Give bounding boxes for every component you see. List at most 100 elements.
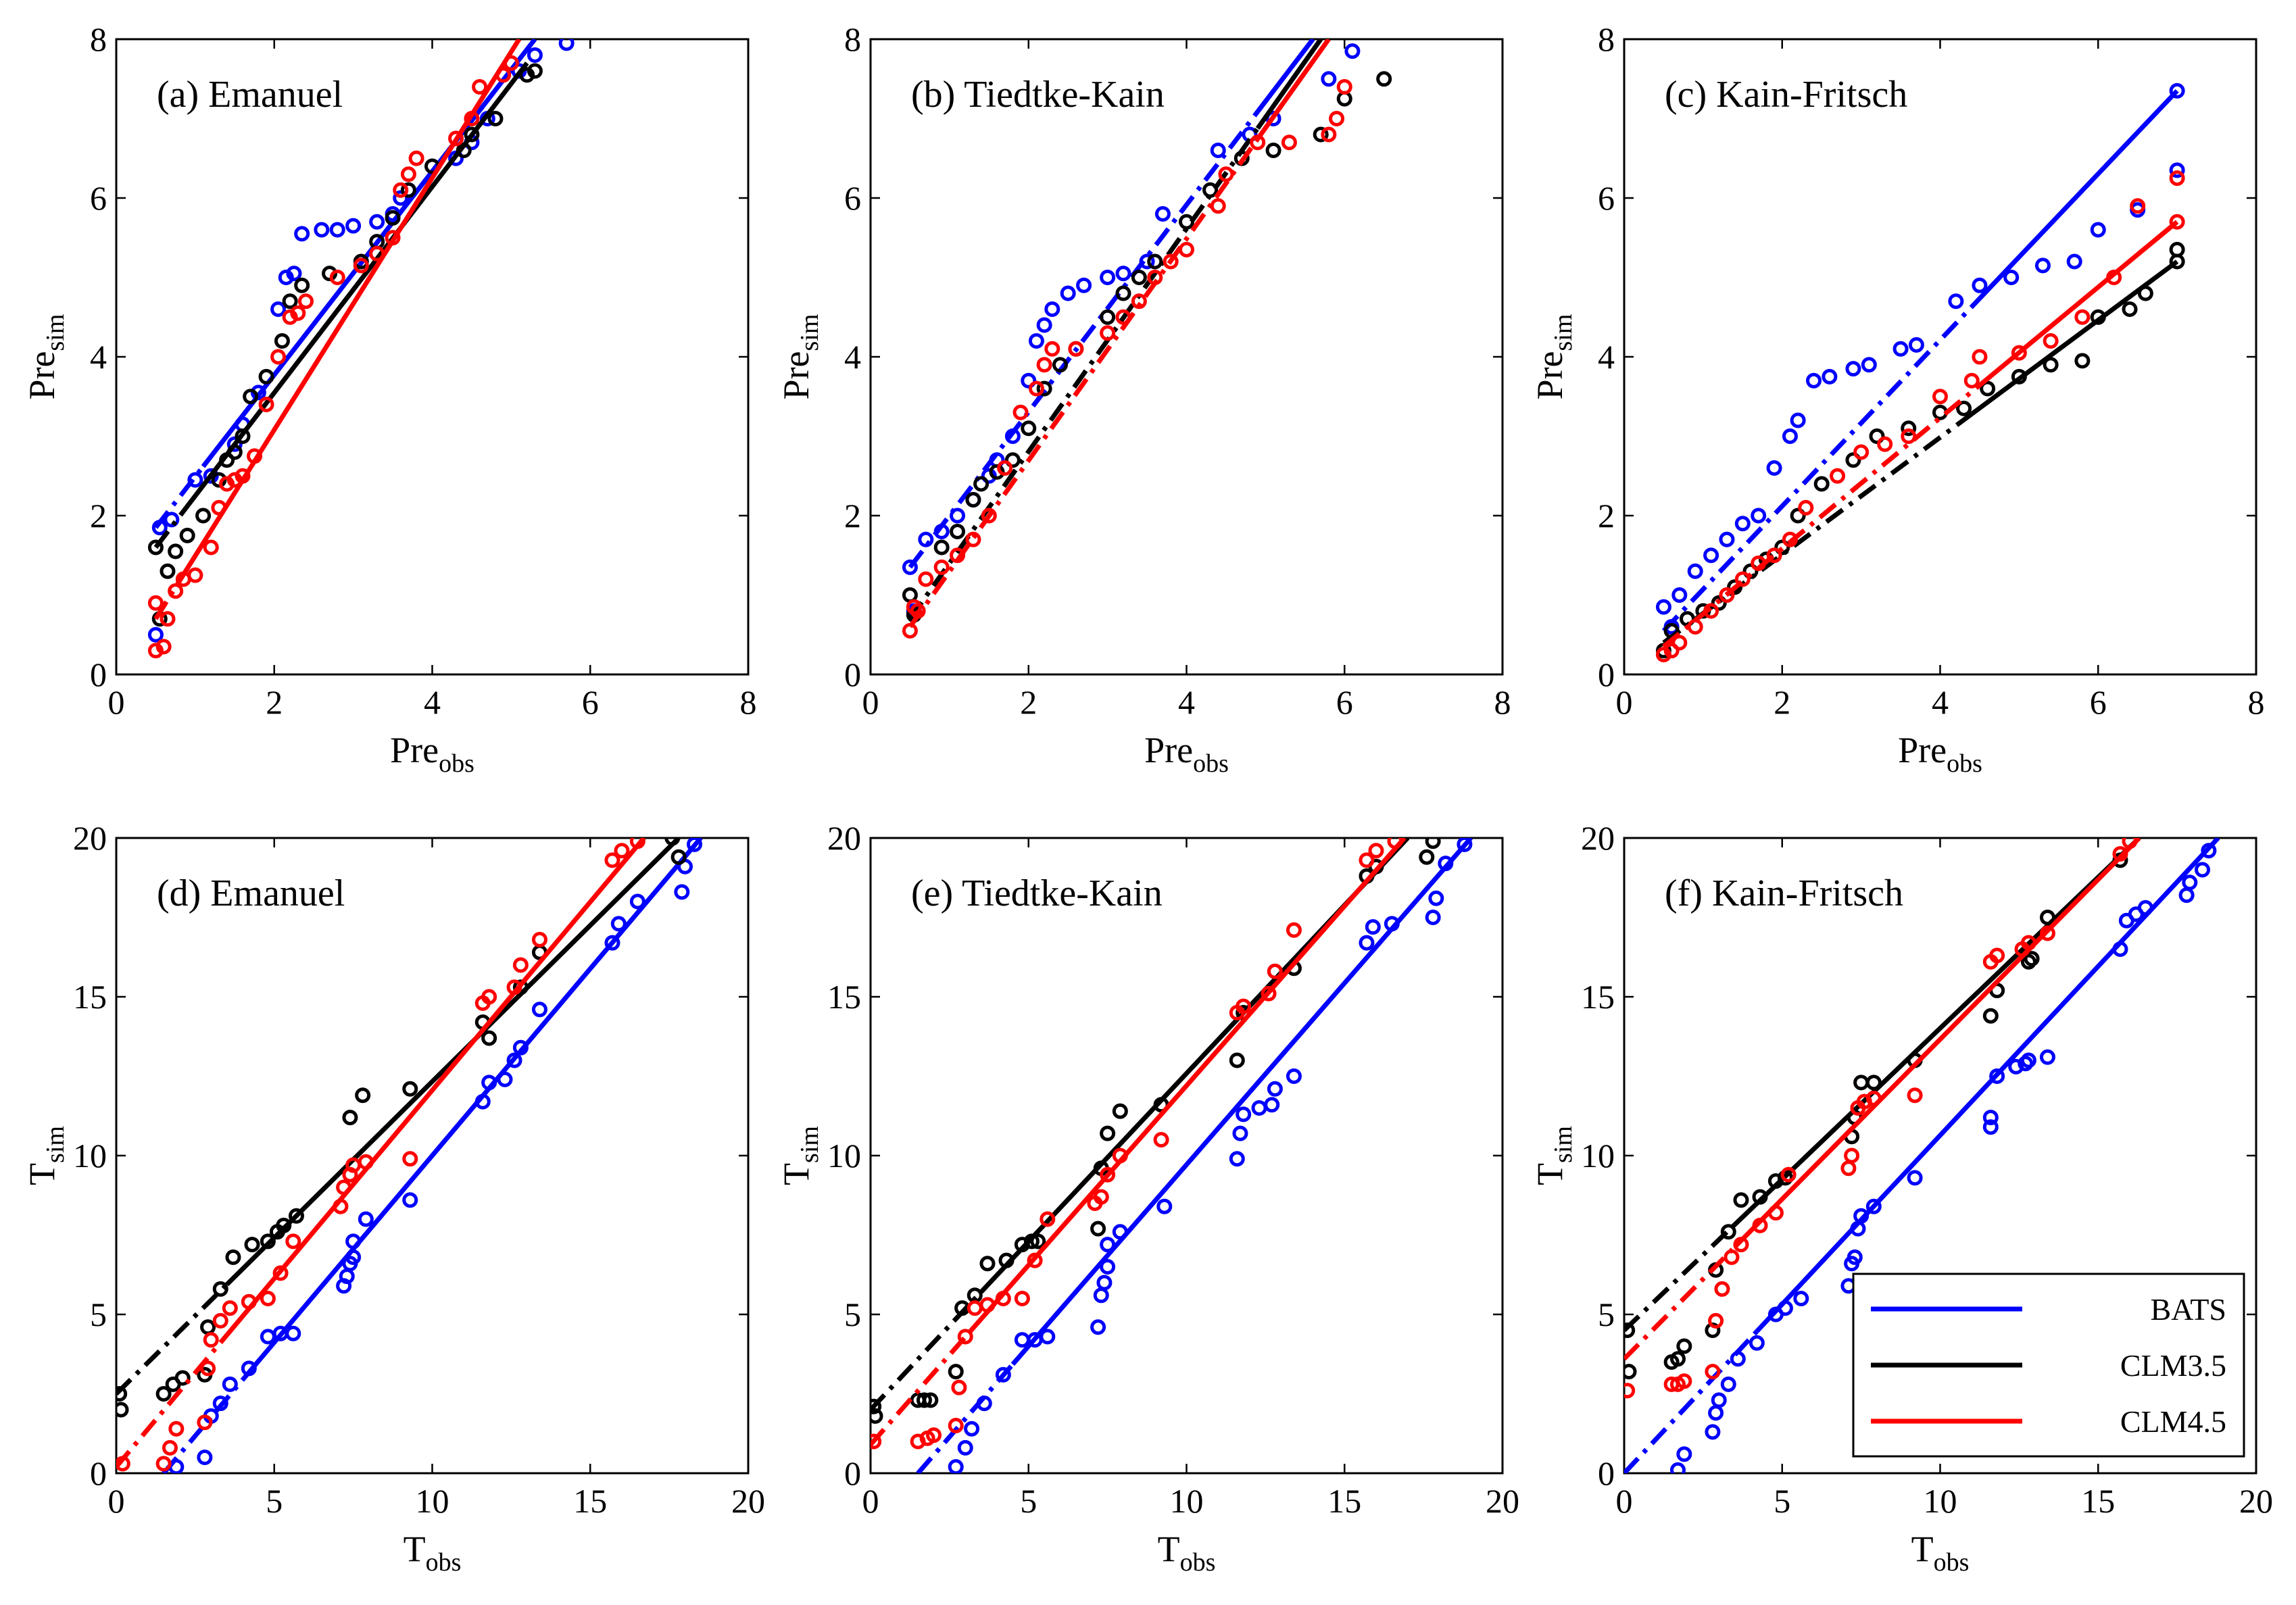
data-point xyxy=(1822,368,1838,385)
y-tick-label: 4 xyxy=(1598,338,1615,376)
legend-item-clm45: CLM4.5 xyxy=(1871,1404,2226,1439)
data-point xyxy=(1321,71,1337,87)
data-point xyxy=(147,626,164,643)
data-point xyxy=(219,452,235,468)
data-point xyxy=(1376,71,1392,87)
data-point xyxy=(260,1233,276,1250)
data-point xyxy=(1687,563,1703,579)
data-point xyxy=(1044,301,1060,317)
data-point xyxy=(1428,890,1444,906)
data-point xyxy=(290,305,306,321)
fit-line-solid xyxy=(1010,838,1473,1366)
data-point xyxy=(512,957,529,973)
data-point xyxy=(1624,1364,1637,1380)
data-point xyxy=(258,397,274,412)
data-point xyxy=(1932,389,1948,405)
data-point xyxy=(531,931,547,947)
x-tick-label: 0 xyxy=(108,683,125,721)
x-axis-title: Tobs xyxy=(1158,1529,1216,1577)
data-point xyxy=(604,935,620,951)
data-point xyxy=(1336,79,1352,95)
x-tick-label: 0 xyxy=(108,1482,125,1520)
series-bats xyxy=(162,838,703,1473)
panel-title: (b) Tiedtke-Kain xyxy=(911,74,1165,116)
data-point xyxy=(1044,341,1060,357)
x-tick-label: 5 xyxy=(1020,1482,1037,1520)
data-point xyxy=(244,1237,260,1253)
data-point xyxy=(2011,345,2027,361)
fit-line-solid xyxy=(181,61,529,513)
data-point xyxy=(1163,253,1179,270)
data-point xyxy=(1989,947,2005,964)
data-point xyxy=(1267,963,1283,979)
x-tick-label: 5 xyxy=(1774,1482,1790,1520)
panel-e: 0 5 10 15 20 0 5 10 15 20 Tobs Tsim (e) Tiedtke-Kain xyxy=(776,819,1519,1577)
data-point xyxy=(2112,941,2128,957)
x-axis-title: Tobs xyxy=(404,1529,462,1577)
x-tick-label: 15 xyxy=(573,1482,607,1520)
data-point xyxy=(998,1252,1015,1268)
x-tick-label: 6 xyxy=(2090,683,2107,721)
y-tick-label: 0 xyxy=(1598,1454,1615,1492)
data-point xyxy=(1368,843,1384,859)
data-point xyxy=(116,1386,128,1402)
data-point xyxy=(116,1456,130,1472)
fit-line-solid xyxy=(969,838,1407,1332)
data-point xyxy=(614,843,630,859)
data-point xyxy=(2122,838,2138,849)
y-tick-label: 5 xyxy=(90,1295,107,1333)
data-point xyxy=(1100,1166,1116,1183)
data-point xyxy=(1733,1192,1749,1208)
y-tick-label: 20 xyxy=(73,819,107,857)
series-bats xyxy=(1655,82,2185,635)
x-tick-label: 8 xyxy=(1494,683,1511,721)
x-tick-label: 15 xyxy=(2081,1482,2115,1520)
fit-line-dashdot xyxy=(116,1333,229,1468)
data-point xyxy=(1040,1329,1056,1345)
data-point xyxy=(1853,444,1870,460)
data-point xyxy=(674,884,690,900)
legend-label: CLM4.5 xyxy=(2120,1404,2226,1439)
data-point xyxy=(160,611,176,627)
data-point xyxy=(1202,182,1219,198)
data-point xyxy=(116,1402,129,1418)
data-point xyxy=(1766,547,1782,564)
fit-line-solid xyxy=(1255,39,1323,130)
data-point xyxy=(979,1256,996,1272)
y-tick-label: 10 xyxy=(1581,1137,1615,1175)
data-point xyxy=(226,436,243,452)
data-point xyxy=(933,539,950,555)
x-tick-label: 10 xyxy=(1170,1482,1204,1520)
data-point xyxy=(610,916,627,932)
data-point xyxy=(2090,309,2106,325)
data-point xyxy=(1313,126,1329,143)
fit-line-solid xyxy=(1755,838,2220,1333)
x-tick-label: 2 xyxy=(266,683,283,721)
data-point xyxy=(345,218,362,234)
data-point xyxy=(1112,1103,1128,1119)
data-point xyxy=(1908,337,1924,353)
data-point xyxy=(1229,1052,1245,1068)
data-point xyxy=(393,182,409,198)
data-point xyxy=(1438,856,1454,872)
data-point xyxy=(1972,349,1988,365)
data-point xyxy=(1724,1249,1740,1265)
y-tick-label: 4 xyxy=(844,338,861,376)
data-point xyxy=(358,1211,374,1227)
data-point xyxy=(197,1414,213,1431)
data-point xyxy=(2074,309,2091,325)
data-point xyxy=(1798,499,1814,516)
data-point xyxy=(1154,206,1171,222)
data-point xyxy=(155,1456,172,1472)
fit-line-dashdot xyxy=(116,1283,229,1396)
data-point xyxy=(1052,357,1068,373)
data-point xyxy=(965,492,981,508)
data-point xyxy=(258,368,274,385)
data-point xyxy=(1777,1170,1793,1186)
data-point xyxy=(527,63,543,79)
data-point xyxy=(487,111,504,126)
series-bats xyxy=(916,838,1473,1473)
plot-area xyxy=(902,39,1392,639)
data-point xyxy=(1865,1090,1882,1106)
panel-title: (c) Kain-Fritsch xyxy=(1665,74,1907,116)
